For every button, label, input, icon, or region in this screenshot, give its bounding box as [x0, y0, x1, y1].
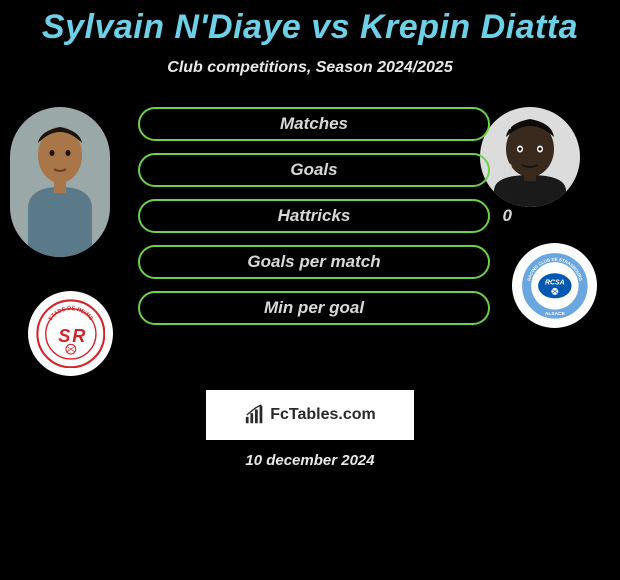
club-badge-right: RACING CLUB DE STRASBOURG ALSACE RCSA — [512, 243, 597, 328]
player-left-photo — [10, 107, 110, 257]
stat-bar: Goals per match — [138, 245, 490, 279]
stat-label: Matches — [140, 109, 488, 139]
stat-row-hattricks: Hattricks 0 — [138, 199, 490, 233]
comparison-content: STADE DE REIMS S R RACING CLUB DE STRASB… — [0, 107, 620, 407]
stat-value-right: 0 — [503, 206, 512, 226]
stat-label: Hattricks — [140, 201, 488, 231]
player-right-photo — [480, 107, 580, 207]
stat-label: Goals — [140, 155, 488, 185]
stat-value-right: 1 — [503, 114, 512, 134]
stat-row-goals: Goals 0 — [138, 153, 490, 187]
stat-label: Goals per match — [140, 247, 488, 277]
stat-value-right: 0 — [503, 160, 512, 180]
stat-row-min-per-goal: Min per goal — [138, 291, 490, 325]
stat-bar: Min per goal — [138, 291, 490, 325]
stat-row-goals-per-match: Goals per match — [138, 245, 490, 279]
stat-bar: Hattricks — [138, 199, 490, 233]
stat-row-matches: Matches 1 — [138, 107, 490, 141]
stat-bar: Goals — [138, 153, 490, 187]
chart-icon — [244, 404, 266, 426]
subtitle: Club competitions, Season 2024/2025 — [167, 59, 452, 76]
watermark: FcTables.com — [206, 390, 414, 440]
svg-text:ALSACE: ALSACE — [545, 311, 566, 317]
stats-column: Matches 1 Goals 0 Hattricks 0 Goals per … — [138, 107, 490, 337]
club-badge-left: STADE DE REIMS S R — [28, 291, 113, 376]
svg-text:R: R — [72, 326, 85, 346]
stat-label: Min per goal — [140, 293, 488, 323]
svg-text:RCSA: RCSA — [545, 279, 565, 286]
date-text: 10 december 2024 — [245, 452, 374, 469]
stat-bar: Matches — [138, 107, 490, 141]
svg-text:S: S — [58, 326, 70, 346]
watermark-text: FcTables.com — [270, 406, 376, 424]
page-title: Sylvain N'Diaye vs Krepin Diatta — [42, 8, 578, 46]
